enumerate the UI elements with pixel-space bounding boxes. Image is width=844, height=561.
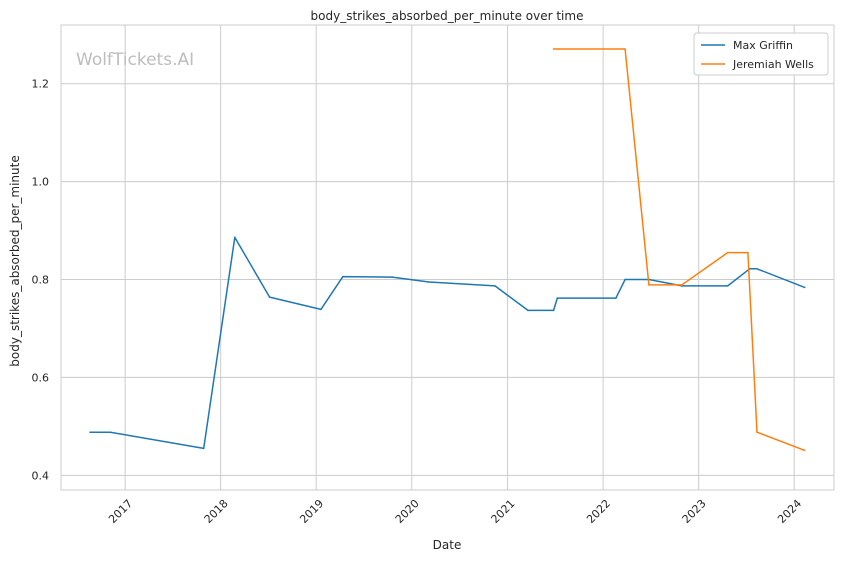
data-point-max-griffin [320, 308, 322, 311]
y-tick-label: 1.2 [32, 78, 50, 91]
y-tick-label: 0.6 [32, 371, 50, 384]
data-point-max-griffin [342, 275, 344, 278]
data-point-max-griffin [391, 276, 393, 278]
data-point-max-griffin [624, 278, 626, 281]
y-tick-label: 1.0 [32, 176, 50, 189]
data-point-jeremiah-wells [624, 48, 626, 50]
data-point-max-griffin [494, 285, 496, 287]
x-axis-label: Date [433, 538, 462, 552]
data-point-max-griffin [803, 286, 806, 289]
data-point-max-griffin [756, 268, 758, 270]
data-point-jeremiah-wells [681, 284, 683, 286]
data-point-jeremiah-wells [648, 284, 650, 286]
data-point-jeremiah-wells [552, 48, 555, 50]
data-point-max-griffin [268, 296, 271, 298]
data-point-jeremiah-wells [756, 431, 758, 434]
data-point-jeremiah-wells [747, 251, 749, 254]
legend-label-max-griffin: Max Griffin [733, 39, 793, 52]
data-point-max-griffin [552, 309, 555, 312]
data-point-max-griffin [556, 297, 559, 299]
data-point-max-griffin [109, 431, 111, 434]
y-axis-label: body_strikes_absorbed_per_minute [8, 155, 22, 366]
data-point-jeremiah-wells [803, 449, 806, 452]
data-point-max-griffin [234, 236, 236, 239]
data-point-jeremiah-wells [726, 251, 729, 254]
legend-label-jeremiah-wells: Jeremiah Wells [732, 58, 814, 71]
y-tick-label: 0.4 [32, 469, 50, 482]
data-point-max-griffin [615, 297, 617, 299]
watermark: WolfTickets.AI [76, 50, 194, 70]
data-point-max-griffin [89, 431, 91, 434]
grid [61, 25, 834, 490]
data-point-max-griffin [527, 309, 529, 312]
series-line-jeremiah-wells [553, 48, 805, 452]
chart-title: body_strikes_absorbed_per_minute over ti… [311, 9, 584, 23]
data-point-max-griffin [202, 447, 205, 450]
plot-area-frame [60, 24, 835, 491]
legend-box [693, 32, 829, 76]
y-tick-labels: 0.4 0.6 0.8 1.0 1.2 [32, 78, 50, 483]
legend: Max Griffin Jeremiah Wells [693, 32, 829, 76]
series [89, 48, 806, 452]
y-tick-label: 0.8 [32, 274, 50, 287]
data-point-max-griffin [726, 285, 729, 287]
data-point-max-griffin [428, 281, 430, 283]
